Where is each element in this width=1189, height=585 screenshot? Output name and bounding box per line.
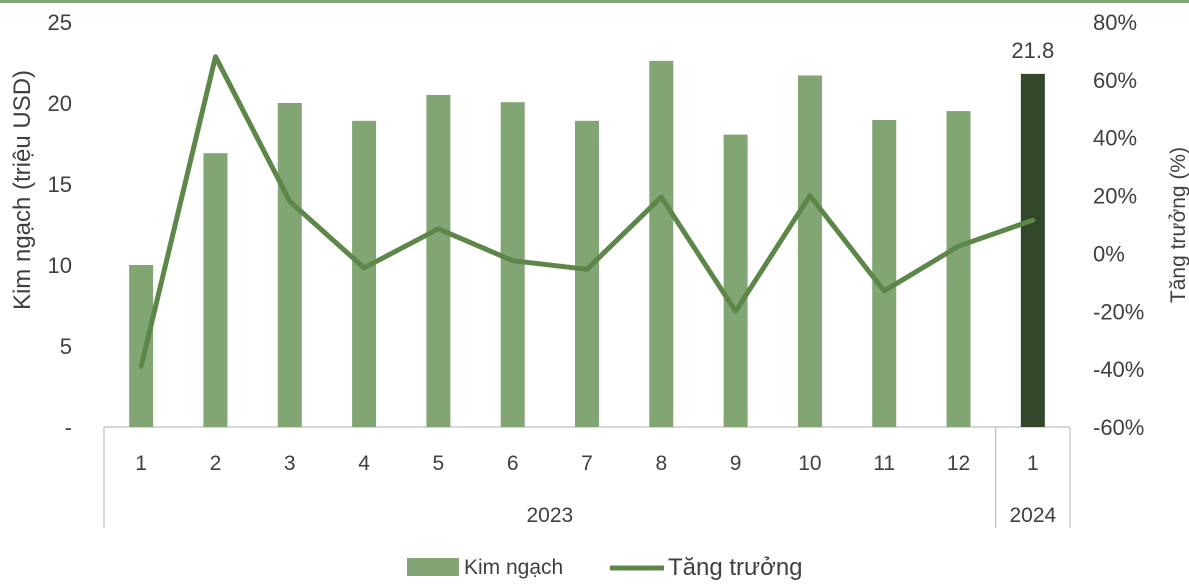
y-tick-label: -	[65, 415, 72, 440]
x-tick-label: 4	[358, 452, 370, 475]
bar	[1021, 74, 1045, 427]
bar	[129, 265, 153, 427]
bar	[278, 103, 302, 427]
y2-tick-label: 60%	[1093, 68, 1137, 93]
x-tick-label: 3	[284, 452, 296, 475]
x-tick-label: 5	[433, 452, 445, 475]
bar	[724, 135, 748, 427]
x-tick-label: 11	[873, 452, 895, 475]
x-tick-label: 8	[655, 452, 667, 475]
bar	[798, 75, 822, 427]
x-tick-label: 2	[210, 452, 222, 475]
y-axis-label: Kim ngạch (triệu USD)	[9, 70, 36, 310]
y2-tick-label: -60%	[1093, 415, 1144, 440]
x-tick-label: 1	[135, 452, 147, 475]
y2-tick-label: -40%	[1093, 357, 1144, 382]
bar	[575, 121, 599, 427]
legend-swatch-bar	[407, 558, 459, 576]
x-tick-label: 9	[730, 452, 742, 475]
data-label: 21.8	[1011, 38, 1054, 63]
y2-tick-label: 80%	[1093, 10, 1137, 35]
y-tick-label: 10	[48, 253, 72, 278]
y-tick-label: 25	[48, 10, 72, 35]
y2-axis-label: Tăng trưởng (%)	[1167, 147, 1189, 303]
bar	[352, 121, 376, 427]
y-tick-label: 20	[48, 91, 72, 116]
top-frame-line	[0, 0, 1189, 3]
x-tick-label: 6	[507, 452, 519, 475]
legend: Kim ngạch Tăng trưởng	[407, 554, 803, 580]
x-tick-label: 12	[947, 452, 970, 475]
y2-tick-label: 0%	[1093, 241, 1125, 266]
x-tick-label: 10	[798, 452, 821, 475]
bar	[872, 120, 896, 427]
x-tick-label: 1	[1027, 452, 1039, 475]
x-group-label: 2023	[526, 504, 573, 527]
y-tick-label: 5	[60, 334, 72, 359]
bar	[947, 111, 971, 427]
bar	[426, 95, 450, 427]
y-tick-label: 15	[48, 172, 72, 197]
bars	[129, 61, 1045, 427]
legend-label-bar: Kim ngạch	[464, 556, 563, 579]
bar	[501, 102, 525, 427]
x-group-label: 2024	[1009, 504, 1056, 527]
y2-tick-label: -20%	[1093, 299, 1144, 324]
bar	[203, 153, 227, 427]
axes	[104, 427, 1070, 528]
x-tick-label: 7	[581, 452, 593, 475]
bar	[649, 61, 673, 427]
y2-tick-label: 40%	[1093, 126, 1137, 151]
y2-tick-label: 20%	[1093, 184, 1137, 209]
legend-label-line: Tăng trưởng	[668, 554, 803, 580]
